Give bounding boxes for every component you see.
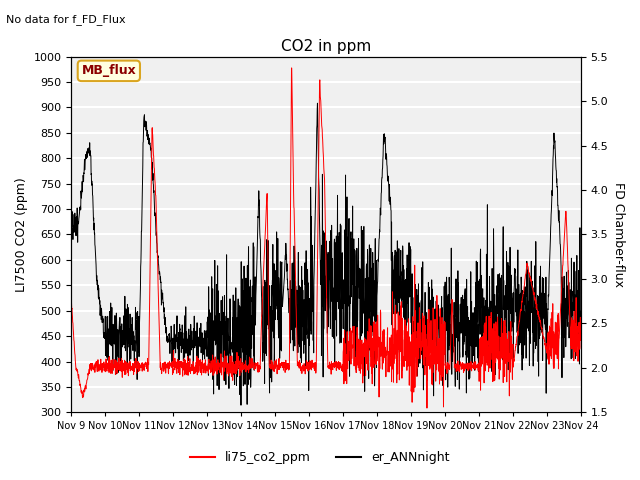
Title: CO2 in ppm: CO2 in ppm [281,39,371,54]
Text: MB_flux: MB_flux [81,64,136,77]
Y-axis label: FD Chamber-flux: FD Chamber-flux [612,182,625,287]
Legend: li75_co2_ppm, er_ANNnight: li75_co2_ppm, er_ANNnight [186,446,454,469]
Text: No data for f_FD_Flux: No data for f_FD_Flux [6,14,126,25]
Y-axis label: LI7500 CO2 (ppm): LI7500 CO2 (ppm) [15,177,28,292]
